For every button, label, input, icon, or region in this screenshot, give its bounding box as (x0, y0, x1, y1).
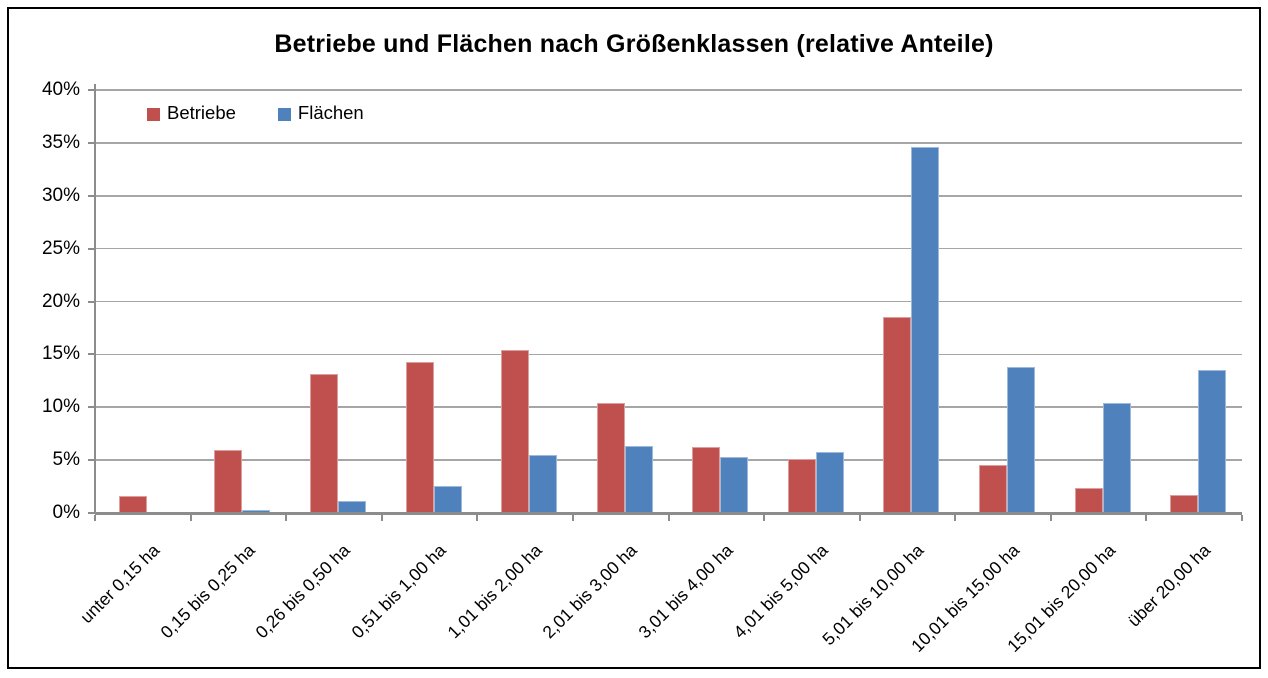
bar-flchen (624, 446, 653, 513)
bar-betriebe (501, 350, 530, 513)
legend-item-betriebe: Betriebe (147, 102, 236, 125)
x-axis-label: 3,01 bis 4,00 ha (634, 540, 737, 643)
legend-label: Betriebe (167, 102, 236, 123)
bar-flchen (1007, 367, 1036, 513)
bar-betriebe (596, 403, 625, 513)
legend-label: Flächen (297, 102, 364, 123)
x-axis-line (95, 512, 1242, 515)
bar-betriebe (405, 361, 434, 513)
bar-betriebe (214, 449, 243, 513)
bar-flchen (1198, 370, 1227, 513)
x-axis-tick (380, 515, 383, 521)
y-axis-tick (88, 194, 95, 197)
bar-flchen (337, 501, 366, 513)
y-axis-label: 0% (52, 502, 80, 523)
y-axis-tick (88, 141, 95, 144)
bar-flchen (242, 509, 271, 513)
y-axis-tick (88, 353, 95, 356)
bar-flchen (911, 147, 940, 513)
x-axis-label: 2,01 bis 3,00 ha (538, 540, 641, 643)
y-axis-label: 10% (41, 396, 80, 418)
y-axis-label: 20% (41, 290, 80, 312)
y-axis-tick (88, 406, 95, 409)
x-axis-label: 0,51 bis 1,00 ha (347, 540, 450, 643)
gridline (95, 247, 1242, 250)
gridline (95, 459, 1242, 461)
y-axis-tick (88, 300, 95, 303)
bar-betriebe (883, 317, 912, 513)
y-axis-label: 35% (41, 131, 80, 153)
chart-title: Betriebe und Flächen nach Größenklassen … (274, 30, 994, 58)
x-axis-label: 0,26 bis 0,50 ha (251, 540, 355, 643)
x-axis-tick (858, 515, 861, 521)
y-axis-tick (88, 512, 95, 514)
y-axis-label: 30% (41, 184, 80, 206)
x-axis-tick (954, 515, 957, 521)
y-axis-label: 15% (41, 343, 80, 365)
gridline (95, 194, 1242, 197)
y-axis-tick (88, 89, 95, 91)
gridline (95, 142, 1242, 144)
bar-betriebe (692, 447, 721, 513)
x-axis-tick (571, 515, 574, 521)
y-axis-line (94, 84, 96, 514)
y-axis-label: 25% (41, 237, 80, 259)
bar-betriebe (1170, 495, 1199, 513)
bar-flchen (1102, 403, 1131, 513)
x-axis-tick (476, 515, 479, 521)
x-axis-tick (1145, 515, 1148, 521)
x-axis-label: über 20,00 ha (1123, 540, 1215, 631)
x-axis-label: unter 0,15 ha (75, 540, 163, 628)
x-axis-label: 4,01 bis 5,00 ha (729, 540, 833, 643)
x-axis-tick (94, 515, 96, 521)
gridline (95, 406, 1242, 409)
bar-betriebe (979, 465, 1008, 513)
bar-betriebe (118, 496, 147, 513)
x-axis-tick (285, 515, 288, 521)
x-axis-tick (1049, 515, 1052, 521)
bar-flchen (433, 485, 462, 513)
gridline (95, 353, 1242, 356)
bar-flchen (529, 454, 558, 513)
legend-swatch-icon (277, 107, 291, 121)
legend-item-flchen: Flächen (277, 102, 364, 125)
y-axis-label: 5% (52, 449, 80, 471)
x-axis-label: 5,01 bis 10,00 ha (818, 540, 928, 650)
gridline (95, 89, 1242, 91)
x-axis-label: 15,01 bis 20,00 ha (1002, 540, 1119, 656)
gridline (95, 300, 1242, 303)
legend-swatch-icon (147, 107, 160, 121)
x-axis-tick (189, 515, 192, 521)
legend: Betriebe Flächen (147, 102, 364, 125)
x-axis-tick (1241, 515, 1243, 521)
x-axis-tick (667, 515, 670, 521)
x-axis-tick (763, 515, 766, 521)
x-axis-label: 0,15 bis 0,25 ha (156, 540, 259, 643)
x-axis-label: 1,01 bis 2,00 ha (443, 540, 546, 643)
bar-betriebe (309, 374, 338, 513)
bar-betriebe (787, 459, 816, 513)
y-axis-tick (88, 247, 95, 250)
bar-flchen (815, 451, 844, 513)
bar-betriebe (1074, 487, 1103, 513)
y-axis-tick (88, 459, 95, 462)
y-axis-label: 40% (41, 79, 80, 100)
bar-flchen (720, 456, 749, 513)
